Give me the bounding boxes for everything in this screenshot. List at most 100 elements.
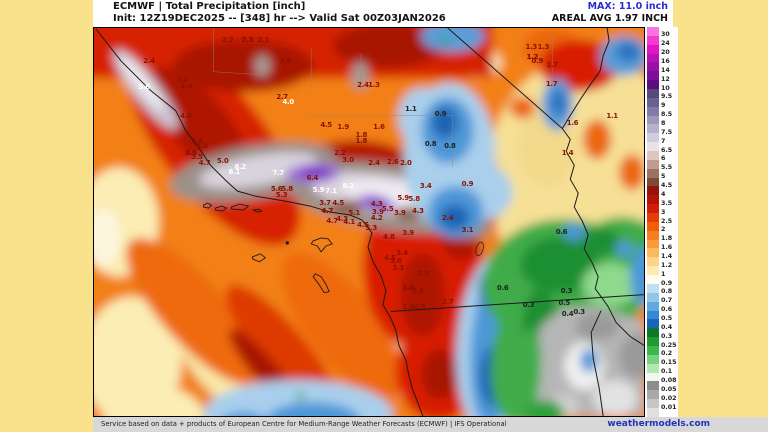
precip-value-label: 0.9: [461, 180, 474, 189]
precip-value-label: 1.6: [566, 119, 579, 128]
colorbar: 30 24 20 16 14 12 10 9.5 9 8.5 8 7.5 7 6.5 6 5.5 5 4.5 4 3.…: [645, 27, 678, 417]
colorbar-tick-label: 0.08: [661, 377, 677, 385]
precip-value-label: 2.4: [180, 81, 193, 90]
island-san-nicolas: [251, 253, 267, 263]
colorbar-tick-label: 12: [661, 75, 670, 83]
colorbar-tick-label: 1.4: [661, 252, 673, 260]
precip-value-label: 4.5: [357, 221, 369, 230]
colorbar-segment: [647, 106, 659, 116]
island-san-clemente: [312, 273, 330, 294]
colorbar-segment: [647, 239, 659, 249]
map-canvas: [94, 28, 644, 416]
colorbar-segment: [647, 204, 659, 214]
colorbar-tick-label: 9: [661, 102, 666, 110]
precip-value-label: 0.3: [560, 287, 573, 296]
precip-value-label: 6.4: [306, 174, 319, 183]
precip-value-label: 4.7: [198, 159, 211, 168]
colorbar-tick-label: 0.15: [661, 359, 677, 367]
salton-sea: [475, 241, 484, 256]
colorbar-tick-label: 1.6: [661, 244, 673, 252]
precip-value-label: 3.7: [319, 198, 331, 207]
precip-value-label: 3.5: [417, 269, 429, 278]
colorbar-segment: [647, 27, 659, 36]
precip-value-label: 4.3: [370, 200, 383, 209]
colorbar-segment: [647, 177, 659, 187]
colorbar-segment: [647, 71, 659, 81]
island-santa-rosa: [215, 205, 228, 212]
colorbar-segment: [647, 363, 659, 373]
colorbar-segment: [647, 301, 659, 311]
precip-value-label: 2.4: [441, 214, 454, 223]
precip-value-label: 5.9: [312, 186, 325, 195]
precip-value-label: 0.5: [558, 298, 571, 307]
precip-value-label: 2.7: [276, 93, 288, 102]
state-border-nv: [447, 28, 563, 129]
precip-value-label: 5.3: [275, 191, 288, 200]
precip-value-label: 1.7: [545, 79, 558, 88]
colorbar-tick-label: 8.5: [661, 111, 673, 119]
precip-value-label: 5.1: [348, 209, 360, 218]
colorbar-tick-label: 0.4: [661, 323, 673, 331]
colorbar-tick-label: 24: [661, 40, 670, 48]
precip-value-label: 4.2: [370, 214, 383, 223]
colorado-river-north: [561, 28, 610, 129]
colorbar-tick-label: 1.8: [661, 235, 673, 243]
precip-value-label: 3.9: [372, 207, 384, 216]
colorbar-tick-label: 5: [661, 173, 666, 181]
colorbar-segment: [647, 35, 659, 45]
precip-value-label: 2.6: [386, 158, 399, 167]
precip-value-label: 3.0: [342, 156, 354, 165]
precip-value-label: 4.5: [332, 198, 344, 207]
colorbar-tick-label: 0.05: [661, 385, 677, 393]
colorbar-tick-label: 0.02: [661, 394, 677, 402]
precip-value-label: 3.6: [191, 137, 204, 146]
channel-islands: [203, 202, 333, 294]
precip-value-label: 6.2: [234, 163, 247, 172]
precip-value-label: 0.4: [561, 309, 574, 318]
colorbar-segment: [647, 390, 659, 400]
colorbar-tick-label: 5.5: [661, 164, 673, 172]
colorbar-segment: [647, 89, 659, 98]
precip-value-label: 2.2: [221, 36, 234, 45]
precip-value-label: 0.6: [496, 283, 509, 292]
precip-value-label: 1.3: [368, 80, 380, 89]
colorbar-tick-label: 10: [661, 84, 670, 92]
chart-stats: MAX: 11.0 inch AREAL AVG 1.97 INCH: [552, 1, 668, 25]
precip-value-labels: 2.2 2.3 2.1 2.4 3.6 3.0 2.4 5.6 2.7 4.0 1.3 1.3 1.2 0…: [94, 28, 644, 416]
precip-value-label: 1.6: [373, 122, 385, 131]
colorbar-segment: [647, 319, 659, 329]
precip-value-label: 8.2: [342, 182, 354, 191]
precip-value-label: 7.7: [272, 169, 285, 178]
precip-value-label: 0.6: [555, 228, 568, 237]
colorbar-segment: [647, 248, 659, 258]
colorbar-segment: [647, 213, 659, 222]
precip-value-label: 3.5: [191, 153, 203, 162]
colorbar-tick-labels: 30 24 20 16 14 12 10 9.5 9 8.5 8 7.5 7 6.5 6 5.5 5 4.5 4 3.…: [661, 27, 678, 417]
colorbar-tick-label: 3.5: [661, 199, 673, 207]
colorbar-segment: [647, 283, 659, 293]
precip-value-label: 2.1: [257, 36, 270, 45]
precip-value-label: 3.6: [402, 283, 414, 292]
colorbar-segment: [647, 62, 659, 72]
precip-value-label: 3.9: [394, 209, 406, 218]
colorbar-segment: [647, 115, 659, 125]
colorbar-segment: [647, 310, 659, 320]
colorbar-scale: [647, 27, 659, 417]
coastline: [95, 28, 424, 416]
precip-value-label: 2.2: [334, 149, 346, 158]
precip-value-label: 4.7: [326, 216, 338, 225]
precip-value-label: 1.9: [402, 302, 414, 311]
precip-value-label: 4.3: [196, 141, 208, 150]
county-borders: [213, 28, 553, 168]
precip-value-label: 3.6: [390, 256, 402, 265]
precip-value-label: 0.9: [531, 56, 544, 65]
precip-value-label: 0.3: [573, 308, 585, 317]
precip-value-label: 5.6: [270, 185, 283, 194]
brand-link[interactable]: weathermodels.com: [607, 419, 710, 429]
precip-value-label: 2.4: [143, 56, 155, 65]
colorbar-segment: [647, 142, 659, 152]
precip-value-label: 3.1: [461, 226, 474, 235]
colorbar-tick-label: 4.5: [661, 182, 673, 190]
colorbar-segment: [647, 399, 659, 408]
island-anacapa: [252, 208, 263, 213]
